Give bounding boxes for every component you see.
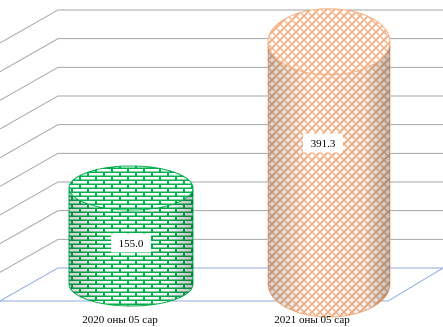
data-labels: 155.0 391.3 xyxy=(111,133,343,253)
x-tick-label-0: 2020 оны 05 сар xyxy=(82,314,158,326)
gridlines xyxy=(0,9,443,273)
bar-top-1 xyxy=(267,8,391,76)
data-label-box-0 xyxy=(111,233,151,253)
x-tick-label-1: 2021 оны 05 сар xyxy=(274,314,350,326)
data-label-1: 391.3 xyxy=(311,138,336,150)
bar-shading-1 xyxy=(268,41,390,318)
bars xyxy=(68,8,391,318)
chart-floor xyxy=(0,267,443,302)
data-label-box-1 xyxy=(303,133,343,153)
bar-1 xyxy=(267,8,391,318)
data-label-0: 155.0 xyxy=(119,238,144,250)
bar-top-0 xyxy=(68,165,194,211)
